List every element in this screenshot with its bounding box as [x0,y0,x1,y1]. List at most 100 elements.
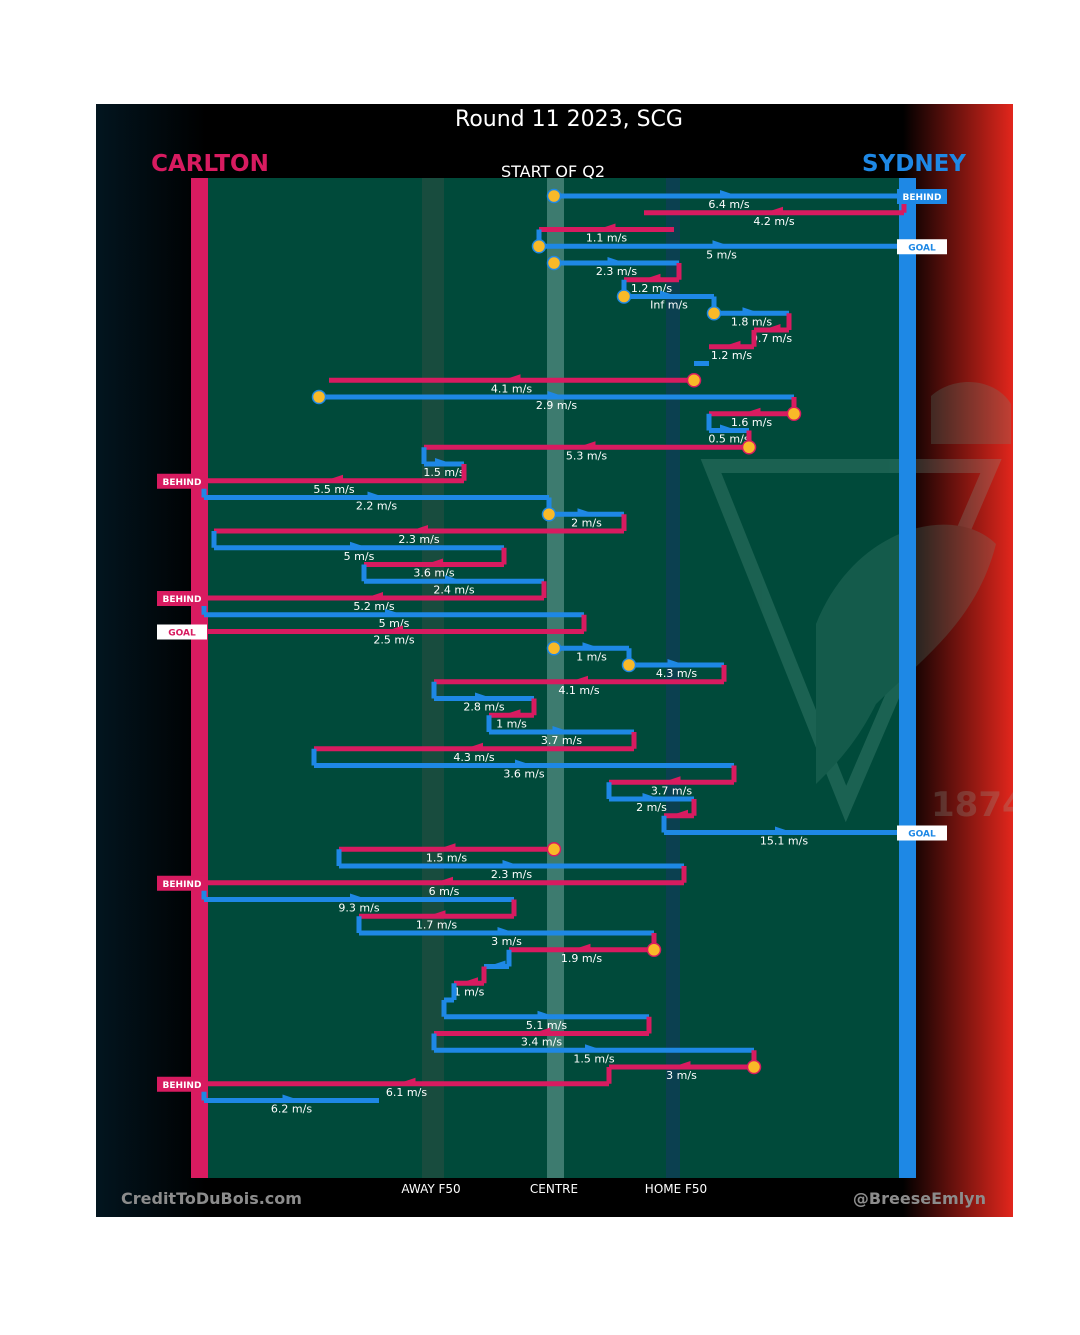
speed-label: 15.1 m/s [760,835,808,848]
speed-label: 2.3 m/s [596,265,637,278]
score-badge-behind [897,189,947,204]
away-team-label: CARLTON [151,151,269,177]
direction-arrow-sydney [282,1094,301,1102]
speed-label: 6.4 m/s [708,198,749,211]
direction-arrow-carlton [765,206,783,215]
speed-label: 5 m/s [706,248,737,261]
speed-label: 1.5 m/s [426,851,467,864]
speed-label: 6.2 m/s [271,1103,312,1116]
direction-arrow-sydney [577,508,596,516]
direction-arrow-carlton [672,1061,691,1069]
score-badge-label: BEHIND [163,478,202,488]
direction-arrow-carlton [532,1027,551,1035]
direction-arrow-carlton [722,340,741,349]
direction-arrow-sydney [385,608,403,617]
speed-label: 3.7 m/s [541,734,582,747]
watermark-year: 1874 [931,785,1013,825]
score-badge-behind [157,591,207,606]
direction-arrow-carlton [397,1077,416,1086]
home-f50-band [666,178,680,1178]
stoppage-marker [546,641,562,656]
direction-arrow-sydney [537,1010,556,1019]
direction-arrow-sydney [350,541,368,550]
direction-arrow-sydney [367,491,386,499]
direction-arrow-sydney [667,659,686,667]
score-badge-label: BEHIND [903,193,942,203]
direction-arrow-carlton [642,273,661,282]
direction-arrow-carlton [435,876,453,885]
speed-label: 4.3 m/s [656,667,697,680]
speed-label: 3.4 m/s [521,1036,562,1049]
speed-label: 2.2 m/s [356,500,397,513]
direction-arrow-sydney [585,1044,603,1052]
stoppage-marker [311,389,327,405]
direction-arrow-carlton [385,625,403,633]
speed-label: 3 m/s [666,1069,697,1082]
speed-label: 5.1 m/s [526,1019,567,1032]
score-badge-label: GOAL [168,629,196,639]
direction-arrow-sydney [487,960,506,968]
stoppage-marker [646,942,662,957]
speed-label: 2.9 m/s [536,399,577,412]
direction-arrow-carlton [437,843,456,851]
direction-arrow-carlton [427,910,446,918]
speed-label: 1.2 m/s [711,349,752,362]
speed-label: 9.3 m/s [338,902,379,915]
speed-label: 1.6 m/s [731,416,772,429]
score-badge-behind [157,875,207,891]
sydney-goal-line [899,178,916,1178]
speed-label: 1.8 m/s [731,315,772,328]
speed-label: 0.5 m/s [708,433,749,446]
speed-label: 4.1 m/s [491,382,532,395]
direction-arrow-carlton [577,441,596,449]
speed-label: 3 m/s [491,935,522,948]
speed-label: 5.2 m/s [353,600,394,613]
speed-label: 1.1 m/s [586,232,627,245]
direction-arrow-sydney [547,391,566,399]
stoppage-marker [546,188,562,204]
direction-arrow-sydney [720,424,738,432]
direction-arrow-sydney [660,290,678,298]
speed-label: 6 m/s [429,885,460,898]
credit-left: CreditToDuBois.com [121,1189,302,1208]
speed-label: 0.7 m/s [751,332,792,345]
carlton-goal-line [191,178,208,1178]
direction-arrow-carlton [502,709,521,717]
speed-label: 4.1 m/s [558,684,599,697]
score-badge-goal [157,624,207,640]
direction-arrow-carlton [325,474,343,483]
zone-label-centre: CENTRE [530,1182,578,1196]
speed-label: 5 m/s [379,617,410,630]
chart-title: Round 11 2023, SCG [455,107,683,132]
stoppage-marker [541,507,557,522]
speed-label: 4.2 m/s [753,215,794,228]
speed-label: 3.7 m/s [651,784,692,797]
speed-label: 2 m/s [636,801,667,814]
direction-arrow-sydney [552,726,571,734]
speed-label: 1.7 m/s [416,918,457,931]
speed-label: 2 m/s [571,516,602,529]
direction-arrow-carlton [662,776,681,784]
score-badge-goal [897,825,947,841]
speed-label: 1 m/s [454,985,485,998]
direction-arrow-carlton [502,374,521,382]
direction-arrow-carlton [572,943,591,952]
zone-label-home-f50: HOME F50 [645,1182,707,1196]
direction-arrow-sydney [497,927,516,935]
direction-arrow-carlton [365,592,383,600]
stoppage-marker [531,239,547,254]
direction-arrow-sydney [475,692,493,700]
speed-label: 1.5 m/s [423,466,464,479]
stoppage-marker [616,289,632,304]
stoppage-marker [741,440,757,455]
stoppage-marker [706,306,722,321]
stoppage-marker [686,373,702,388]
score-badge-behind [157,473,207,489]
chain-layer: 6.4 m/s 4.2 m/s 1.1 m/s 5 m/s 2.3 m/s 1.2 m/s… [201,190,907,1116]
speed-label: 1 m/s [496,717,527,730]
direction-arrow-sydney [502,860,521,868]
speed-label: 5.3 m/s [566,449,607,462]
direction-arrow-carlton [762,324,781,332]
home-team-label: SYDNEY [862,151,966,177]
direction-arrow-sydney [607,257,626,265]
